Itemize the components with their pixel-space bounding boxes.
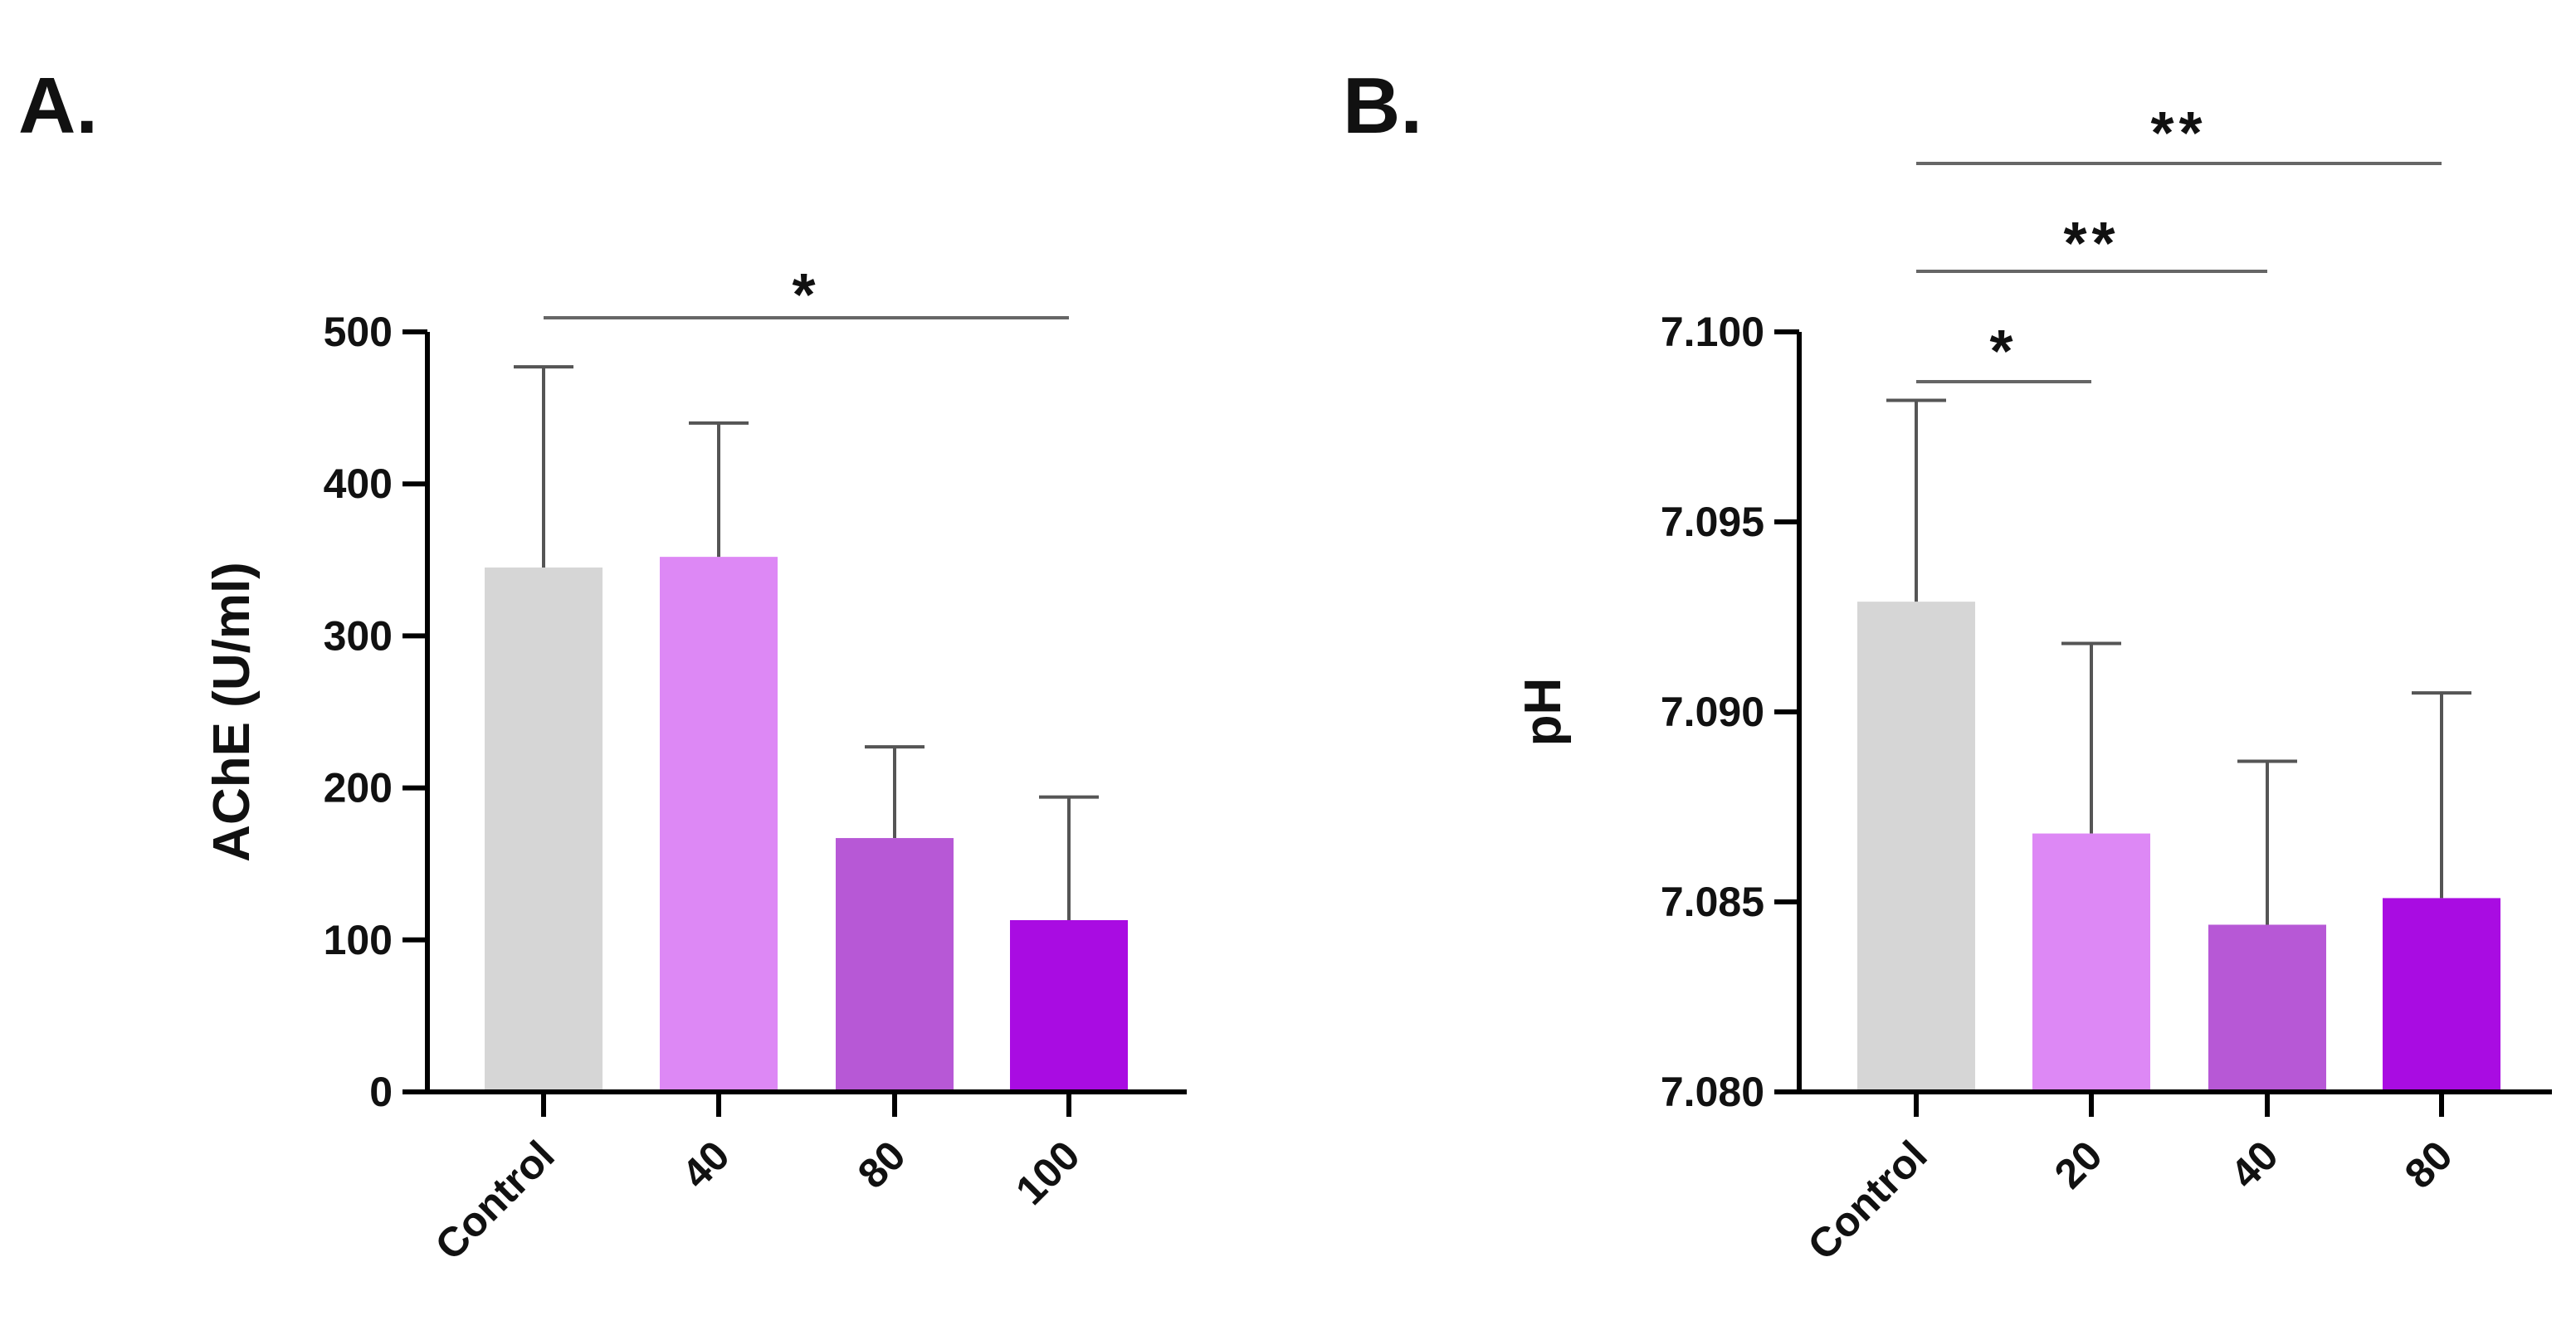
bar-80 (836, 838, 954, 1092)
bar-control (485, 567, 603, 1092)
bar-control (1857, 602, 1975, 1092)
x-tick-label: Control (427, 1132, 564, 1269)
panel-a-chart: A. 0 100 200 300 400 500 Control 40 80 100 AChE (U/… (18, 61, 1187, 1269)
x-tick-label: 40 (673, 1132, 739, 1197)
panel-letter: A. (18, 61, 98, 150)
bar-40 (2208, 924, 2326, 1092)
x-tick-label: 80 (849, 1132, 915, 1197)
y-axis-title: AChE (U/ml) (203, 562, 261, 862)
bar-40 (660, 557, 778, 1092)
y-tick-label: 0 (369, 1069, 393, 1115)
y-tick-label: 500 (324, 309, 393, 355)
bar-100 (1010, 919, 1128, 1092)
y-tick-label: 200 (324, 765, 393, 811)
significance-label: ** (2150, 100, 2207, 167)
significance-label: * (1989, 319, 2017, 385)
bar-20 (2032, 833, 2150, 1092)
x-tick-label: 80 (2396, 1132, 2461, 1197)
x-tick-label: 20 (2046, 1132, 2111, 1197)
y-tick-label: 300 (324, 612, 393, 659)
y-tick-label: 7.080 (1661, 1069, 1764, 1115)
panel-letter: B. (1343, 61, 1422, 150)
y-tick-label: 7.095 (1661, 499, 1764, 545)
bar-80 (2383, 898, 2500, 1092)
y-tick-label: 7.100 (1661, 309, 1764, 355)
significance-label: ** (2063, 211, 2120, 277)
x-tick-label: Control (1799, 1132, 1936, 1269)
y-tick-label: 400 (324, 460, 393, 507)
y-tick-label: 7.090 (1661, 689, 1764, 735)
x-tick-label: 40 (2222, 1132, 2287, 1197)
y-tick-label: 100 (324, 917, 393, 963)
panel-b-chart: B. 7.080 7.085 7.090 7.095 7.100 Control 20 40 80… (1343, 61, 2552, 1269)
x-tick-label: 100 (1007, 1132, 1089, 1214)
y-axis-title: pH (1515, 678, 1572, 747)
y-tick-label: 7.085 (1661, 879, 1764, 925)
significance-label: * (792, 262, 820, 329)
